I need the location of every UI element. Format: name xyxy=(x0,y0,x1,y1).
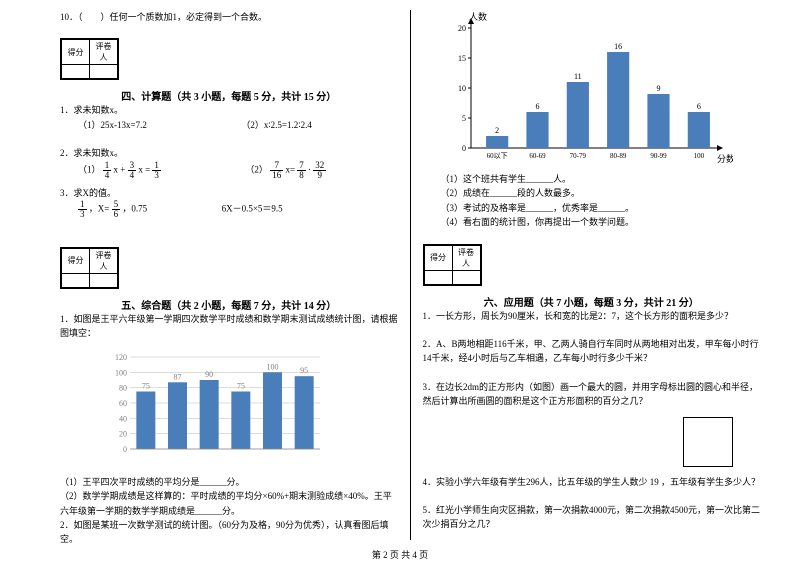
s6-q2: 2．A、B两地相距116千米，甲、乙两人骑自行车同时从两地相对出发，甲车每小时行… xyxy=(423,337,761,366)
frac-7-8: 78 xyxy=(297,161,306,180)
q10: 10．（ ）任何一个质数加1，必定得到一个合数。 xyxy=(60,10,398,24)
svg-text:60-69: 60-69 xyxy=(529,152,546,160)
svg-text:100: 100 xyxy=(267,362,279,371)
svg-text:80: 80 xyxy=(119,383,127,392)
svg-text:0: 0 xyxy=(462,144,466,153)
s4-q3a-suf: ，X= xyxy=(89,204,110,214)
svg-text:11: 11 xyxy=(573,72,581,81)
svg-text:90-99: 90-99 xyxy=(650,152,667,160)
square-figure xyxy=(683,417,733,467)
frac-1-3b: 13 xyxy=(78,200,87,219)
svg-text:87: 87 xyxy=(174,372,182,381)
frac-1-4: 14 xyxy=(103,161,112,180)
frac-1-3: 13 xyxy=(152,161,161,180)
svg-text:5: 5 xyxy=(462,114,466,123)
page-footer: 第 2 页 共 4 页 xyxy=(0,548,800,561)
svg-text:20: 20 xyxy=(458,24,466,33)
s4-q1: 1．求未知数x。 xyxy=(60,103,398,117)
svg-text:75: 75 xyxy=(237,381,245,390)
svg-text:10: 10 xyxy=(458,84,466,93)
svg-text:16: 16 xyxy=(614,42,622,51)
s4-q1a: （1）25x-13x=7.2 xyxy=(78,120,147,130)
s4-q3-row: 13 ，X= 56 ，0.75 6X－0.5×5＝9.5 xyxy=(60,200,398,219)
grader-label: 评卷人 xyxy=(90,40,118,65)
svg-text:0: 0 xyxy=(123,445,127,454)
s5-q1-2: （2）数学学期成绩是这样算的：平时成绩的平均分×60%+期末测验成绩×40%。王… xyxy=(60,489,398,518)
s4-q1-row: （1）25x-13x=7.2 （2）x∶2.5=1.2∶2.4 xyxy=(60,118,398,132)
frac-7-16: 716 xyxy=(270,161,283,180)
svg-text:60以下: 60以下 xyxy=(486,152,507,160)
s4-q2b-pre: （2） xyxy=(245,164,268,174)
s4-q2a-pre: （1） xyxy=(78,164,101,174)
svg-text:9: 9 xyxy=(656,84,660,93)
s6-q5: 5．红光小学师生向灾区捐款，第一次捐款4000元，第二次捐款4500元，第一次比… xyxy=(423,503,761,532)
svg-text:2: 2 xyxy=(495,126,499,135)
score-box-4: 得分评卷人 xyxy=(60,38,119,80)
left-column: 10．（ ）任何一个质数加1，必定得到一个合数。 得分评卷人 四、计算题（共 3… xyxy=(60,10,410,540)
svg-text:100: 100 xyxy=(115,368,127,377)
svg-text:20: 20 xyxy=(119,429,127,438)
svg-text:15: 15 xyxy=(458,54,466,63)
s4-q1b: （2）x∶2.5=1.2∶2.4 xyxy=(241,120,312,130)
c2-4: （4）看右面的统计图，你再提出一个数学问题。 xyxy=(423,215,761,229)
svg-text:60: 60 xyxy=(119,399,127,408)
s6-q4: 4．实验小学六年级有学生296人，比五年级的学生人数少 19 ，五年级有学生多少… xyxy=(423,475,761,489)
s5-q2: 2．如图是某班一次数学测试的统计图。（60分为及格，90分为优秀），认真看图后填… xyxy=(60,518,398,547)
c2-3: （3）考试的及格率是______，优秀率是______。 xyxy=(423,201,761,215)
s4-q3: 3．求X的值。 xyxy=(60,186,398,200)
frac-3-4: 34 xyxy=(128,161,137,180)
svg-text:80-89: 80-89 xyxy=(609,152,626,160)
section-4-title: 四、计算题（共 3 小题，每题 5 分，共计 15 分） xyxy=(60,88,398,103)
s6-q1: 1．一长方形，周长为90厘米，长和宽的比是2：7，这个长方形的面积是多少？ xyxy=(423,309,761,323)
svg-text:70-79: 70-79 xyxy=(569,152,586,160)
c2-2: （2）成绩在______段的人数最多。 xyxy=(423,186,761,200)
frac-32-9: 329 xyxy=(313,161,326,180)
score-box-5: 得分评卷人 xyxy=(60,247,119,289)
svg-text:75: 75 xyxy=(142,381,150,390)
score-box-6: 得分评卷人 xyxy=(423,244,482,286)
s5-q1: 1．如图是王平六年级第一学期四次数学平时成绩和数学期末测试成绩统计图，请根据图填… xyxy=(60,312,398,341)
chart-class-scores: 人数05101520分数260以下660-691170-791680-89990… xyxy=(433,10,733,170)
svg-text:6: 6 xyxy=(696,102,700,111)
right-column: 人数05101520分数260以下660-691170-791680-89990… xyxy=(410,10,761,540)
section-5-title: 五、综合题（共 2 小题，每题 7 分，共计 14 分） xyxy=(60,297,398,312)
svg-text:90: 90 xyxy=(205,370,213,379)
svg-text:120: 120 xyxy=(115,353,127,362)
svg-text:100: 100 xyxy=(693,152,704,160)
section-6-title: 六、应用题（共 7 小题，每题 3 分，共计 21 分） xyxy=(423,294,761,309)
s4-q3b: 6X－0.5×5＝9.5 xyxy=(222,204,283,214)
s4-q2-row: （1） 14 x + 34 x = 13 （2） 716 x= 78 · 329 xyxy=(60,161,398,180)
frac-5-6: 56 xyxy=(112,200,121,219)
svg-text:95: 95 xyxy=(300,366,308,375)
svg-text:分数: 分数 xyxy=(717,153,733,164)
score-label: 得分 xyxy=(62,40,90,65)
c2-1: （1）这个班共有学生______人。 xyxy=(423,172,761,186)
s4-q2: 2．求未知数x。 xyxy=(60,146,398,160)
s6-q3: 3．在边长2dm的正方形内（如图）画一个最大的圆，并用字母标出圆的圆心和半径，然… xyxy=(423,380,761,409)
svg-text:6: 6 xyxy=(535,102,539,111)
chart-scores: 0 20 40 60 80 100 120 75 87 90 75 100 95 xyxy=(100,347,330,467)
s4-q3a-num: ，0.75 xyxy=(122,204,147,214)
s5-q1-1: （1）王平四次平时成绩的平均分是______分。 xyxy=(60,475,398,489)
svg-text:40: 40 xyxy=(119,414,127,423)
